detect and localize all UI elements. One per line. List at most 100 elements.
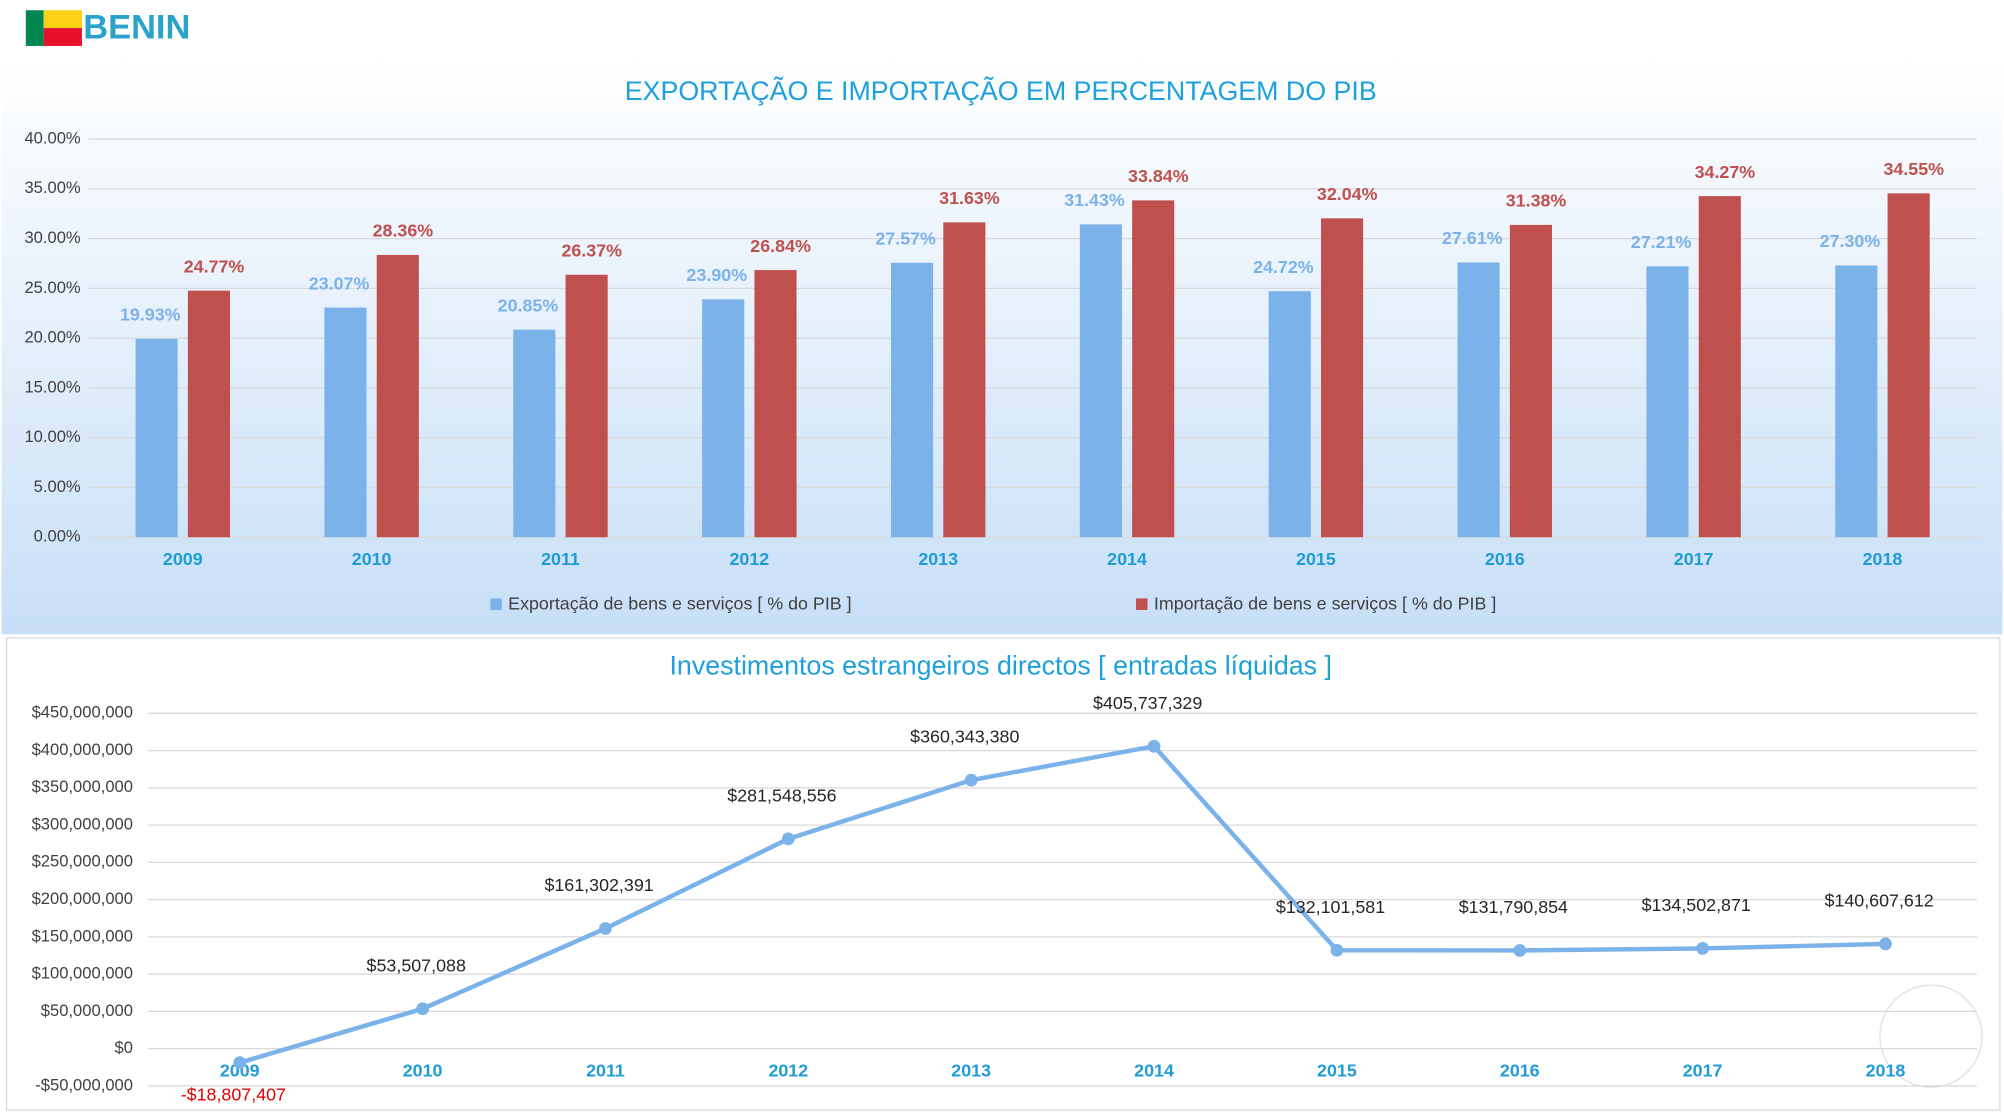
bar	[754, 270, 797, 538]
flag-green	[25, 10, 44, 46]
x-tick-label: 2015	[1317, 1061, 1357, 1081]
x-tick-label: 2009	[220, 1061, 260, 1081]
data-label: $405,737,329	[1093, 693, 1202, 713]
x-tick-label: 2013	[951, 1061, 991, 1081]
x-tick-label: 2013	[918, 549, 958, 569]
point	[599, 922, 612, 935]
data-label: 24.77%	[184, 256, 245, 276]
bar	[1268, 291, 1311, 538]
point	[1330, 943, 1344, 957]
data-label: 34.55%	[1883, 159, 1944, 179]
legend-label: Exportação de bens e serviços [ % do PIB…	[508, 594, 851, 614]
data-label: $161,302,391	[544, 875, 653, 895]
data-label: 33.84%	[1128, 166, 1189, 186]
legend-swatch	[490, 598, 502, 610]
y-tick-label: $350,000,000	[32, 777, 133, 796]
flag-red	[43, 28, 82, 46]
x-tick-label: 2014	[1107, 549, 1147, 569]
y-tick-label: 35.00%	[24, 178, 80, 197]
data-label: 24.72%	[1253, 257, 1314, 277]
bar	[943, 222, 986, 538]
bar	[135, 338, 178, 538]
point	[1513, 944, 1527, 957]
data-label: $140,607,612	[1824, 890, 1933, 910]
y-tick-label: -$50,000,000	[35, 1075, 133, 1094]
data-label: 23.07%	[309, 273, 370, 293]
data-label: 27.21%	[1631, 232, 1692, 252]
legend-swatch	[1135, 598, 1148, 610]
data-label: $281,548,556	[727, 785, 836, 805]
point	[964, 773, 978, 787]
legend-label: Importação de bens e serviços [ % do PIB…	[1154, 594, 1496, 614]
data-label: 31.38%	[1506, 191, 1567, 211]
data-label: 27.30%	[1820, 231, 1881, 251]
logo-decoration	[1879, 984, 1983, 1088]
y-tick-label: 15.00%	[24, 377, 80, 396]
point	[1147, 739, 1161, 753]
y-tick-label: 5.00%	[34, 477, 81, 496]
chart-title: EXPORTAÇÃO E IMPORTAÇÃO EM PERCENTAGEM D…	[625, 75, 1377, 106]
point	[1879, 937, 1892, 951]
data-label: 31.43%	[1064, 190, 1125, 210]
x-tick-label: 2018	[1863, 549, 1903, 569]
y-tick-label: 10.00%	[24, 427, 80, 446]
x-tick-label: 2016	[1500, 1061, 1540, 1081]
x-tick-label: 2015	[1296, 549, 1336, 569]
y-tick-label: $400,000,000	[32, 740, 133, 759]
data-label: 32.04%	[1317, 184, 1378, 204]
flag-yellow	[43, 10, 82, 29]
bar	[565, 274, 608, 538]
point	[781, 832, 795, 846]
bar	[513, 329, 556, 538]
bar	[890, 262, 934, 538]
bar	[1321, 218, 1364, 538]
data-label: 19.93%	[120, 305, 181, 325]
y-tick-label: $50,000,000	[41, 1001, 133, 1020]
y-tick-label: 20.00%	[24, 328, 80, 347]
x-tick-label: 2012	[768, 1061, 808, 1081]
point	[1696, 942, 1710, 955]
x-tick-label: 2010	[352, 549, 392, 569]
x-tick-label: 2012	[729, 549, 769, 569]
data-label: 34.27%	[1695, 162, 1756, 182]
y-tick-label: 25.00%	[24, 278, 80, 297]
data-label: $131,790,854	[1459, 897, 1568, 917]
y-tick-label: $300,000,000	[32, 814, 133, 833]
bar	[1132, 200, 1175, 538]
data-label: $134,502,871	[1642, 895, 1751, 915]
bar	[376, 254, 419, 538]
data-label: $53,507,088	[367, 955, 466, 975]
x-tick-label: 2009	[163, 549, 203, 569]
point	[416, 1002, 429, 1016]
y-tick-label: 0.00%	[34, 527, 81, 546]
y-tick-label: $450,000,000	[32, 703, 133, 722]
line	[239, 743, 1886, 1065]
chart-title: Investimentos estrangeiros directos [ en…	[670, 650, 1332, 680]
bar	[1698, 196, 1741, 538]
bar	[1835, 265, 1878, 538]
y-tick-label: $200,000,000	[32, 889, 133, 908]
x-tick-label: 2011	[541, 549, 580, 569]
data-label: 26.37%	[561, 241, 622, 261]
bar	[324, 307, 367, 538]
bottom-panel	[6, 637, 2001, 1111]
data-label: $360,343,380	[910, 727, 1019, 747]
bar	[187, 290, 230, 538]
y-tick-label: $250,000,000	[32, 852, 133, 871]
x-tick-label: 2011	[586, 1061, 625, 1081]
data-label: 27.61%	[1442, 228, 1503, 248]
data-label: $132,101,581	[1276, 897, 1385, 917]
y-tick-label: $100,000,000	[32, 964, 133, 983]
x-tick-label: 2017	[1683, 1061, 1723, 1081]
data-label: -$18,807,407	[181, 1085, 286, 1105]
x-tick-label: 2014	[1134, 1061, 1174, 1081]
bar	[1509, 224, 1552, 538]
bar	[1079, 224, 1122, 538]
y-tick-label: 40.00%	[24, 128, 80, 147]
data-label: 27.57%	[875, 229, 936, 249]
y-tick-label: $0	[115, 1038, 133, 1057]
x-tick-label: 2017	[1674, 549, 1714, 569]
data-label: 31.63%	[939, 188, 1000, 208]
bar	[702, 299, 745, 538]
